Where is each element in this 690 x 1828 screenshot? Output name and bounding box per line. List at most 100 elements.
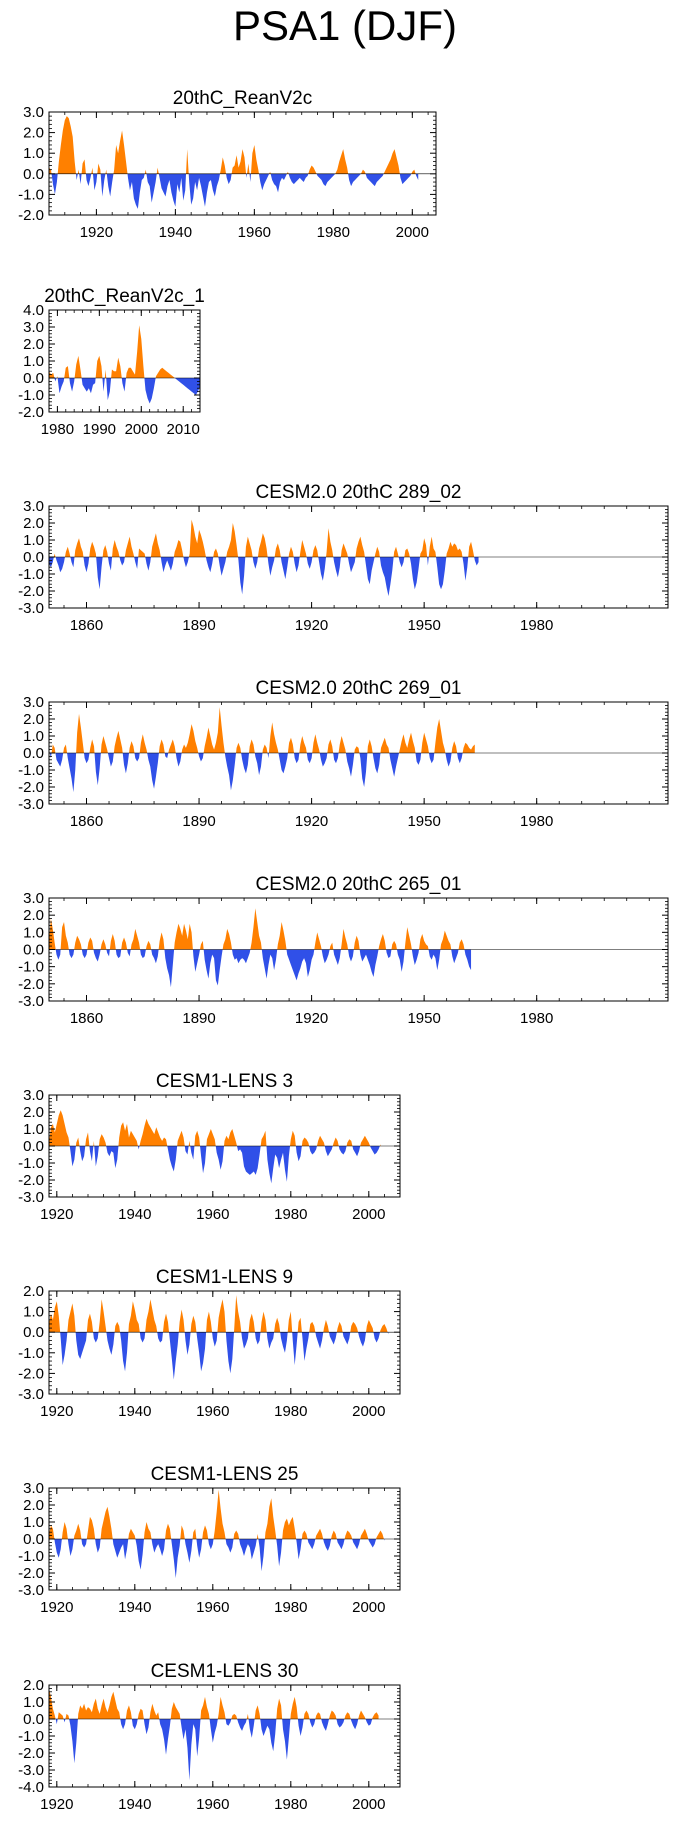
chart-panel-6: CESM1-LENS 3 -3.0-2.0-1.00.01.02.03.0 1920… <box>18 1071 401 1223</box>
x-tick-label: 1960 <box>196 1796 229 1813</box>
y-tick-label: -1.0 <box>18 186 44 203</box>
x-tick-label: 1950 <box>407 813 440 830</box>
positive-anomaly-area <box>49 908 472 950</box>
plot-frame <box>48 309 201 413</box>
plot-frame <box>48 1290 401 1395</box>
x-tick-label: 1940 <box>159 224 192 241</box>
positive-anomaly-area <box>49 1110 381 1146</box>
y-tick-label: -1.0 <box>18 1155 44 1172</box>
x-tick-label: 1940 <box>118 1403 151 1420</box>
y-tick-label: -2.0 <box>18 779 44 796</box>
x-tick-label: 1960 <box>238 224 271 241</box>
y-tick-label: 3.0 <box>23 1087 44 1104</box>
panel-title: CESM2.0 20thC 269_01 <box>256 678 462 699</box>
x-tick-label: 1980 <box>520 813 553 830</box>
x-tick-label: 1960 <box>196 1599 229 1616</box>
x-tick-label: 1940 <box>118 1206 151 1223</box>
y-tick-label: -3.0 <box>18 1762 44 1779</box>
y-tick-label: 2.0 <box>23 1677 44 1694</box>
panel-title: CESM1-LENS 9 <box>156 1267 293 1288</box>
y-tick-label: -1.0 <box>18 1345 44 1362</box>
y-tick-label: -2.0 <box>18 207 44 224</box>
x-tick-label: 1860 <box>70 813 103 830</box>
x-tick-label: 1980 <box>317 224 350 241</box>
positive-anomaly-area <box>49 325 200 378</box>
x-tick-label: 1890 <box>182 1010 215 1027</box>
y-tick-label: 1.0 <box>23 728 44 745</box>
y-tick-label: 1.0 <box>23 1514 44 1531</box>
negative-anomaly-area <box>49 949 472 988</box>
positive-anomaly-area <box>49 1489 385 1539</box>
x-tick-label: 1950 <box>407 1010 440 1027</box>
positive-anomaly-area <box>49 1295 389 1333</box>
y-tick-label: -2.0 <box>18 1172 44 1189</box>
y-tick-label: 2.0 <box>23 711 44 728</box>
y-tick-label: -2.0 <box>18 1365 44 1382</box>
y-tick-label: 3.0 <box>23 890 44 907</box>
x-tick-label: 1920 <box>40 1403 73 1420</box>
y-tick-label: 3.0 <box>23 498 44 515</box>
y-tick-label: 1.0 <box>23 1304 44 1321</box>
positive-anomaly-area <box>49 1688 379 1719</box>
y-tick-label: 0.0 <box>23 370 44 387</box>
y-tick-label: -4.0 <box>18 1779 44 1796</box>
x-tick-label: 2000 <box>125 421 158 438</box>
negative-anomaly-area <box>51 173 419 209</box>
x-tick-label: 1980 <box>274 1403 307 1420</box>
negative-anomaly-area <box>49 753 475 793</box>
y-tick-label: 0.0 <box>23 1531 44 1548</box>
y-tick-label: 0.0 <box>23 1324 44 1341</box>
y-tick-label: 2.0 <box>23 125 44 142</box>
x-tick-label: 1980 <box>274 1599 307 1616</box>
x-tick-label: 1940 <box>118 1796 151 1813</box>
y-tick-label: 1.0 <box>23 353 44 370</box>
x-tick-label: 1980 <box>274 1796 307 1813</box>
y-tick-label: -1.0 <box>18 1728 44 1745</box>
y-tick-label: -3.0 <box>18 1582 44 1599</box>
panel-title: CESM2.0 20thC 265_01 <box>256 874 462 895</box>
x-tick-label: 1950 <box>407 617 440 634</box>
x-tick-label: 2000 <box>352 1206 385 1223</box>
plot-frame <box>48 111 437 216</box>
x-tick-label: 1920 <box>295 813 328 830</box>
panel-title: CESM1-LENS 3 <box>156 1071 293 1092</box>
y-tick-label: -3.0 <box>18 1189 44 1206</box>
y-tick-label: -1.0 <box>18 566 44 583</box>
y-tick-label: 0.0 <box>23 166 44 183</box>
panel-title: CESM1-LENS 30 <box>151 1661 299 1682</box>
y-tick-label: -3.0 <box>18 796 44 813</box>
y-tick-label: -3.0 <box>18 993 44 1010</box>
x-tick-label: 1920 <box>80 224 113 241</box>
x-tick-label: 1940 <box>118 1599 151 1616</box>
x-tick-label: 1920 <box>295 617 328 634</box>
y-tick-label: 3.0 <box>23 694 44 711</box>
y-tick-label: 0.0 <box>23 549 44 566</box>
y-tick-label: -1.0 <box>18 762 44 779</box>
x-tick-label: 2010 <box>167 421 200 438</box>
chart-panel-8: CESM1-LENS 25 -3.0-2.0-1.00.01.02.03.0 192… <box>18 1464 401 1616</box>
y-tick-label: 0.0 <box>23 745 44 762</box>
y-tick-label: -3.0 <box>18 1386 44 1403</box>
x-tick-label: 1860 <box>70 617 103 634</box>
y-tick-label: 2.0 <box>23 336 44 353</box>
x-tick-label: 2000 <box>352 1796 385 1813</box>
y-tick-label: 1.0 <box>23 1694 44 1711</box>
x-tick-label: 1980 <box>520 617 553 634</box>
y-tick-label: -1.0 <box>18 959 44 976</box>
y-tick-label: 1.0 <box>23 145 44 162</box>
x-tick-label: 1960 <box>196 1403 229 1420</box>
chart-panel-9: CESM1-LENS 30 -4.0-3.0-2.0-1.00.01.02.0 19… <box>18 1661 401 1813</box>
panel-title: 20thC_ReanV2c_1 <box>44 286 205 307</box>
positive-anomaly-area <box>49 519 479 557</box>
negative-anomaly-area <box>49 1146 381 1184</box>
x-tick-label: 1890 <box>182 813 215 830</box>
panel-title: 20thC_ReanV2c <box>173 88 312 109</box>
main-title: PSA1 (DJF) <box>232 2 458 49</box>
x-tick-label: 1920 <box>40 1206 73 1223</box>
chart-panel-4: CESM2.0 20thC 269_01 -3.0-2.0-1.00.01.02.… <box>18 678 669 830</box>
y-tick-label: -2.0 <box>18 583 44 600</box>
y-tick-label: 0.0 <box>23 942 44 959</box>
x-tick-label: 1980 <box>274 1206 307 1223</box>
y-tick-label: 1.0 <box>23 1121 44 1138</box>
